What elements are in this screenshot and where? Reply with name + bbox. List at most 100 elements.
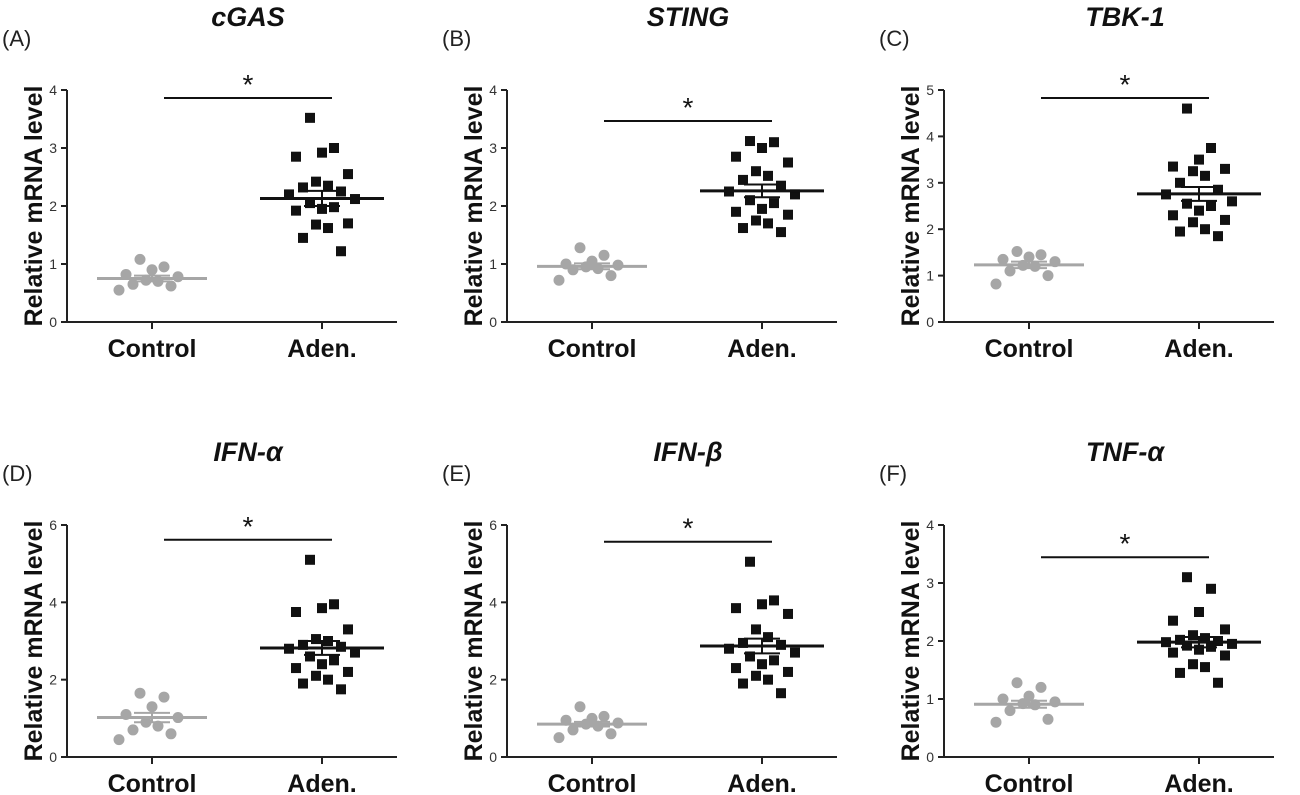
control-point [1042,713,1054,725]
y-tick-label: 0 [49,749,57,765]
control-point [146,264,158,276]
control-point [165,280,177,292]
panel-d-x-label-control: Control [108,770,197,795]
aden-point [343,169,353,180]
aden-point [1213,677,1223,688]
control-point [146,701,158,713]
aden-point [336,684,346,695]
y-tick-label: 4 [926,517,934,533]
y-tick-label: 1 [49,256,57,272]
aden-point [305,198,315,209]
aden-point [311,176,321,187]
panel-e-x-label-aden: Aden. [727,770,796,795]
y-tick-label: 3 [49,140,57,156]
significance-star: * [1120,69,1131,100]
control-point [997,693,1009,705]
significance-star: * [243,69,254,100]
control-point [1042,270,1054,282]
panel-c-y-axis-label: Relative mRNA level [897,86,925,327]
control-point [1049,696,1061,708]
aden-point [763,674,773,685]
panel-e-title: IFN-β [653,437,722,467]
y-tick-label: 2 [926,221,934,237]
aden-point [317,203,327,214]
aden-point [763,632,773,643]
aden-point [757,599,767,610]
aden-point [291,205,301,216]
control-point [990,716,1002,728]
aden-point [763,218,773,229]
aden-point [284,189,294,200]
y-tick-label: 4 [49,594,57,610]
y-tick-label: 4 [489,82,497,98]
panel-a-x-label-aden: Aden. [287,335,356,363]
aden-point [343,666,353,677]
aden-point [738,174,748,185]
aden-point [323,223,333,234]
y-tick-label: 0 [489,314,497,330]
aden-point [769,198,779,209]
control-point [574,242,586,254]
significance-star: * [683,513,694,544]
control-point [1035,249,1047,261]
aden-point [1200,633,1210,644]
y-tick-label: 1 [926,268,934,284]
control-point [1004,265,1016,277]
panel-d-letter: (D) [2,461,33,486]
aden-point [1182,572,1192,583]
control-point [134,687,146,699]
aden-point [757,203,767,214]
aden-point [336,246,346,257]
aden-point [1194,154,1204,165]
aden-point [329,143,339,153]
aden-point [298,182,308,193]
aden-point [790,189,800,200]
control-point [1011,245,1023,257]
aden-point [317,603,327,614]
control-point [605,270,617,282]
aden-point [1206,143,1216,153]
panel-a-plot: 0 1 2 3 4 * [49,69,397,330]
aden-point [329,655,339,666]
aden-point [757,659,767,670]
aden-point [745,651,755,662]
panel-e: (E) IFN-β Relative mRNA level 0 2 4 6 * Cont… [442,437,837,795]
control-point [113,734,125,746]
aden-point [1188,659,1198,670]
aden-point [776,180,786,191]
aden-point [1182,198,1192,209]
aden-point [783,608,793,619]
aden-point [724,643,734,654]
panel-b-title: STING [647,2,730,32]
control-point [172,271,184,283]
y-tick-label: 2 [489,672,497,688]
aden-point [1220,163,1230,174]
aden-point [298,678,308,689]
aden-point [1194,644,1204,655]
panel-a-letter: (A) [2,26,31,51]
aden-point [745,136,755,147]
panel-b-x-label-control: Control [548,335,637,363]
aden-point [1227,638,1237,649]
panel-a-title: cGAS [211,2,285,32]
panel-c-x-label-control: Control [985,335,1074,363]
control-point [158,261,170,273]
panel-a-y-axis-label: Relative mRNA level [20,86,48,327]
panel-f-title: TNF-α [1086,437,1165,467]
aden-point [738,637,748,648]
aden-point [783,209,793,220]
panel-d-y-axis-label: Relative mRNA level [20,521,48,762]
control-point [134,253,146,265]
aden-point [1168,615,1178,626]
aden-point [751,670,761,681]
panel-f-letter: (F) [879,461,907,486]
aden-point [317,659,327,670]
control-point [127,724,139,736]
aden-point [783,666,793,677]
aden-point [1220,214,1230,225]
aden-point [1220,650,1230,661]
aden-point [1213,184,1223,195]
panel-a-x-label-control: Control [108,335,197,363]
aden-point [1200,662,1210,673]
aden-point [751,166,761,177]
